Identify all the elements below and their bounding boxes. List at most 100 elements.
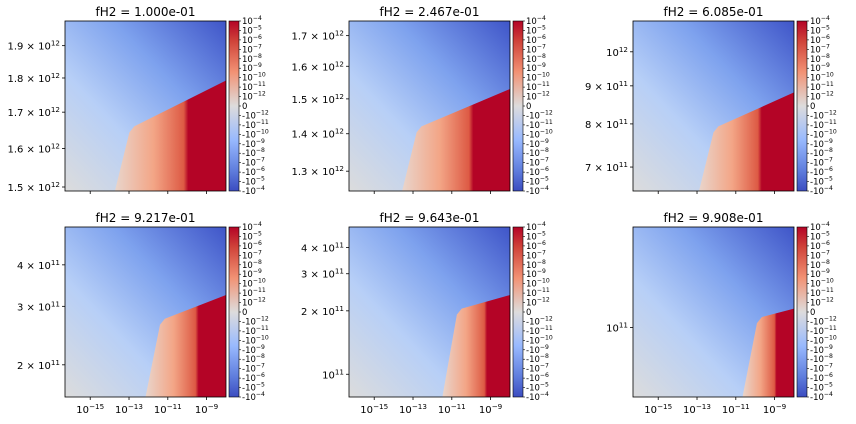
colorbar-tick-label: -10−7 bbox=[810, 363, 833, 375]
colorbar-tick-label: -10−6 bbox=[810, 166, 833, 178]
colorbar-tick-label: 10−7 bbox=[526, 43, 546, 55]
panel-title: fH2 = 2.467e-01 bbox=[380, 5, 480, 19]
colorbar-tick-label: -10−4 bbox=[242, 185, 265, 197]
colorbar-tick-label: 10−8 bbox=[810, 259, 830, 271]
colorbar-tick-label: -10−6 bbox=[242, 166, 265, 178]
panels-group: fH2 = 1.000e-01 1.5 × 1012 1.6 × 1012 1.7 ×… bbox=[7, 5, 836, 416]
colorbar-tick-label: 10−5 bbox=[810, 24, 830, 36]
colorbar-tick-label: 10−7 bbox=[242, 249, 262, 261]
colorbar-tick-label: -10−5 bbox=[526, 382, 549, 394]
colorbar-tick-label: 0 bbox=[810, 308, 815, 318]
x-tick-label: 10−13 bbox=[399, 402, 427, 416]
x-tick-label: 10−11 bbox=[154, 402, 182, 416]
y-tick-label: 4 × 1011 bbox=[17, 258, 60, 272]
y-tick-label: 1.7 × 1012 bbox=[291, 29, 344, 43]
colorbar-tick-label: -10−5 bbox=[242, 176, 265, 188]
colorbar-tick-label: -10−10 bbox=[242, 128, 269, 140]
y-tick-label: 7 × 1011 bbox=[585, 160, 628, 174]
colorbar-tick-label: -10−12 bbox=[526, 109, 553, 121]
axes-frame bbox=[64, 226, 227, 398]
colorbar-tick-label: 0 bbox=[242, 102, 247, 112]
colorbar-tick-label: -10−10 bbox=[242, 334, 269, 346]
panel-5: fH2 = 9.643e-01 1011 2 × 1011 3 × 1011 4 × 1… bbox=[301, 211, 553, 416]
heatmap-region-negative bbox=[699, 92, 794, 191]
colorbar-tick-label: 10−7 bbox=[242, 43, 262, 55]
y-tick-label: 9 × 1011 bbox=[585, 79, 628, 93]
colorbar-tick-label: -10−10 bbox=[810, 334, 837, 346]
colorbar-tick-label: -10−8 bbox=[242, 353, 265, 365]
panel-title: fH2 = 6.085e-01 bbox=[664, 5, 764, 19]
y-tick-label: 2 × 1011 bbox=[301, 304, 344, 318]
colorbar bbox=[228, 20, 240, 192]
colorbar-tick-label: 10−10 bbox=[810, 72, 834, 84]
colorbar-tick-label: 10−12 bbox=[526, 91, 550, 103]
colorbar-tick-label: 10−8 bbox=[810, 53, 830, 65]
panel-1: fH2 = 1.000e-01 1.5 × 1012 1.6 × 1012 1.7 ×… bbox=[7, 5, 268, 197]
colorbar-tick-label: -10−11 bbox=[242, 325, 269, 337]
colorbar-tick-label: 10−10 bbox=[810, 278, 834, 290]
heatmap-region-negative bbox=[402, 89, 510, 191]
colorbar-tick-label: 0 bbox=[526, 102, 531, 112]
y-tick-label: 1011 bbox=[322, 367, 344, 381]
colorbar-tick-label: -10−5 bbox=[242, 382, 265, 394]
panel-title: fH2 = 1.000e-01 bbox=[96, 5, 196, 19]
colorbar-tick-label: 10−4 bbox=[242, 15, 262, 27]
colorbar-tick-label: 10−5 bbox=[242, 24, 262, 36]
colorbar-tick-label: 10−12 bbox=[242, 297, 266, 309]
colorbar-tick-label: -10−12 bbox=[810, 315, 837, 327]
colorbar-tick-label: 10−6 bbox=[810, 240, 830, 252]
heatmap-region-negative bbox=[114, 80, 226, 191]
colorbar-tick-label: 10−5 bbox=[526, 24, 546, 36]
colorbar bbox=[796, 226, 808, 398]
y-tick-label: 1.8 × 1012 bbox=[7, 71, 60, 85]
colorbar-tick-label: -10−12 bbox=[526, 315, 553, 327]
colorbar-tick-label: -10−7 bbox=[242, 157, 265, 169]
colorbar-tick-label: -10−6 bbox=[810, 372, 833, 384]
colorbar-tick-label: -10−4 bbox=[526, 185, 549, 197]
colorbar-tick-label: 10−10 bbox=[526, 278, 550, 290]
colorbar-tick-label: -10−8 bbox=[242, 147, 265, 159]
colorbar-tick-label: -10−5 bbox=[810, 382, 833, 394]
colorbar-tick-label: -10−7 bbox=[526, 363, 549, 375]
colorbar-tick-label: 10−8 bbox=[242, 259, 262, 271]
colorbar-tick-label: -10−7 bbox=[810, 157, 833, 169]
colorbar-tick-label: 10−6 bbox=[526, 34, 546, 46]
colorbar-tick-label: 10−9 bbox=[242, 62, 262, 74]
colorbar-tick-label: 10−6 bbox=[242, 240, 262, 252]
colorbar bbox=[512, 20, 524, 192]
y-tick-label: 8 × 1011 bbox=[585, 117, 628, 131]
colorbar-tick-label: -10−5 bbox=[810, 176, 833, 188]
colorbar-tick-label: 10−11 bbox=[242, 81, 266, 93]
panel-title: fH2 = 9.217e-01 bbox=[96, 211, 196, 225]
panel-title: fH2 = 9.908e-01 bbox=[664, 211, 764, 225]
y-tick-label: 1.3 × 1012 bbox=[291, 164, 344, 178]
colorbar-tick-label: 10−11 bbox=[526, 81, 550, 93]
axes-frame bbox=[348, 20, 511, 192]
y-tick-label: 1.5 × 1012 bbox=[7, 180, 60, 194]
colorbar-tick-label: 10−9 bbox=[526, 62, 546, 74]
panel-3: fH2 = 6.085e-01 7 × 1011 8 × 1011 9 × 1011 1… bbox=[585, 5, 837, 197]
colorbar-tick-label: -10−12 bbox=[242, 315, 269, 327]
x-tick-label: 10−15 bbox=[76, 402, 104, 416]
colorbar bbox=[796, 20, 808, 192]
heatmap-region-negative bbox=[742, 308, 794, 397]
colorbar-tick-label: -10−11 bbox=[526, 119, 553, 131]
axes-frame bbox=[632, 20, 795, 192]
colorbar-tick-label: 10−11 bbox=[242, 287, 266, 299]
colorbar-tick-label: 0 bbox=[242, 308, 247, 318]
colorbar-tick-label: 10−9 bbox=[810, 268, 830, 280]
colorbar-tick-label: -10−7 bbox=[526, 157, 549, 169]
colorbar-tick-label: 10−10 bbox=[242, 72, 266, 84]
y-tick-label: 1012 bbox=[606, 45, 628, 59]
panel-4: fH2 = 9.217e-01 2 × 1011 3 × 1011 4 × 1011 1… bbox=[17, 211, 269, 416]
x-tick-label: 10−13 bbox=[115, 402, 143, 416]
panel-2: fH2 = 2.467e-01 1.3 × 1012 1.4 × 1012 1.5 ×… bbox=[291, 5, 552, 197]
colorbar-tick-label: -10−8 bbox=[526, 147, 549, 159]
colorbar-tick-label: 10−4 bbox=[810, 15, 830, 27]
colorbar-tick-label: -10−8 bbox=[810, 147, 833, 159]
x-tick-label: 10−11 bbox=[722, 402, 750, 416]
colorbar-tick-label: 0 bbox=[526, 308, 531, 318]
y-tick-label: 1.5 × 1012 bbox=[291, 92, 344, 106]
colorbar-tick-label: 10−12 bbox=[526, 297, 550, 309]
colorbar-tick-label: -10−12 bbox=[242, 109, 269, 121]
